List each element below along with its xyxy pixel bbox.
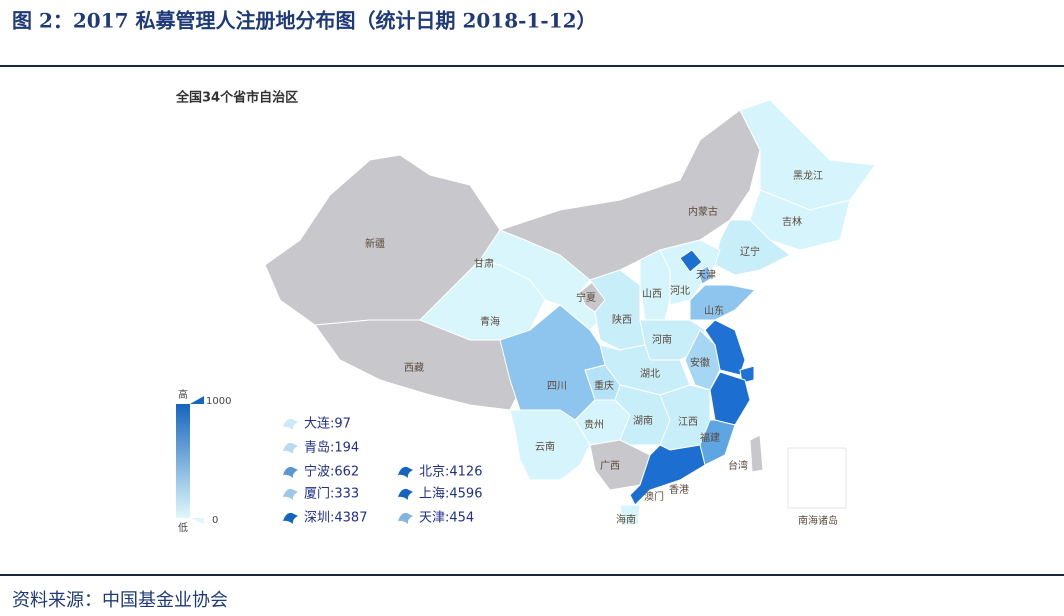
figure-title: 图 2：2017 私募管理人注册地分布图（统计日期 2018-1-12） xyxy=(12,9,596,33)
region-label: 宁夏 xyxy=(576,291,596,304)
south-sea-box xyxy=(787,447,847,509)
region-label: 吉林 xyxy=(782,215,802,228)
region-label: 内蒙古 xyxy=(688,205,718,218)
city-icon xyxy=(283,466,298,478)
region-label: 辽宁 xyxy=(740,245,760,258)
region-label: 甘肃 xyxy=(474,257,494,270)
region xyxy=(498,109,761,281)
city-label: 深圳:4387 xyxy=(304,511,367,526)
legend-max: 1000 xyxy=(206,396,231,407)
region-label: 新疆 xyxy=(365,237,385,250)
region xyxy=(697,265,713,285)
region-label: 湖北 xyxy=(640,368,660,380)
city-label: 大连:97 xyxy=(304,416,351,432)
region-label: 山西 xyxy=(642,288,662,300)
city-label: 天津:454 xyxy=(419,511,474,526)
bottom-rule xyxy=(0,574,1064,576)
region-label: 河北 xyxy=(670,285,690,297)
legend-min: 0 xyxy=(212,515,218,526)
city-label: 厦门:333 xyxy=(304,487,359,502)
legend-handle xyxy=(190,518,204,524)
region-label: 湖南 xyxy=(633,414,653,427)
place-label: 南海诸岛 xyxy=(798,514,838,527)
city-icon xyxy=(283,442,298,454)
region xyxy=(714,219,791,276)
region-label: 福建 xyxy=(700,431,720,444)
region-label: 广西 xyxy=(600,460,620,472)
region-label: 四川 xyxy=(547,381,567,392)
region-label: 河南 xyxy=(652,333,672,346)
region-label: 安徽 xyxy=(690,356,710,369)
region xyxy=(619,504,641,526)
city-icon xyxy=(283,488,298,500)
region xyxy=(679,249,703,273)
region-label: 海南 xyxy=(616,513,636,526)
city-icon xyxy=(398,466,413,478)
region-label: 西藏 xyxy=(404,362,424,374)
region xyxy=(314,319,521,411)
region-label: 江西 xyxy=(678,416,698,428)
place-label: 澳门 xyxy=(644,490,664,503)
city-label: 上海:4596 xyxy=(419,487,482,502)
region xyxy=(709,371,751,426)
place-label: 香港 xyxy=(669,484,689,496)
region xyxy=(629,444,706,506)
legend-handle xyxy=(190,396,204,404)
region-label: 云南 xyxy=(535,440,555,453)
region-label: 黑龙江 xyxy=(793,169,823,182)
region-label: 天津 xyxy=(696,269,716,281)
region xyxy=(589,269,646,351)
region-label: 台湾 xyxy=(728,459,748,472)
region-label: 陕西 xyxy=(612,313,632,326)
legend-high: 高 xyxy=(178,388,188,401)
legend-gradient xyxy=(176,404,190,518)
region-label: 山东 xyxy=(704,304,724,317)
city-label: 青岛:194 xyxy=(304,440,359,456)
top-rule xyxy=(0,65,1064,67)
city-icon xyxy=(283,512,298,524)
region xyxy=(749,434,764,473)
region xyxy=(509,409,591,481)
region-label: 贵州 xyxy=(584,418,604,431)
city-icon xyxy=(398,512,413,524)
city-label: 宁波:662 xyxy=(304,464,359,480)
city-icon xyxy=(283,418,298,430)
region xyxy=(689,284,757,321)
region-label: 青海 xyxy=(480,315,500,328)
city-label: 北京:4126 xyxy=(419,465,482,480)
region-label: 重庆 xyxy=(594,379,614,392)
city-icon xyxy=(398,488,413,500)
map-title: 全国34个省市自治区 xyxy=(175,90,298,106)
region xyxy=(739,99,876,211)
legend-low: 低 xyxy=(178,521,188,534)
source-note: 资料来源：中国基金业协会 xyxy=(12,590,228,611)
